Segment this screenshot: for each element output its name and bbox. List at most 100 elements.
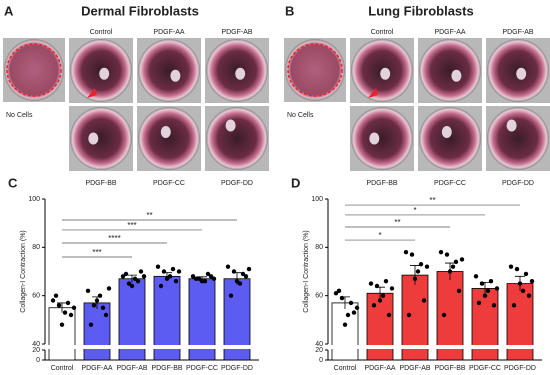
well-label: Control [371,29,394,36]
data-point [450,264,456,269]
panel-title: Lung Fibroblasts [368,3,473,18]
well-dish [138,107,200,170]
well-label: PDGF-DD [502,180,534,187]
data-point [208,274,214,279]
data-point [336,288,342,294]
data-point [482,293,488,298]
data-point [485,288,491,294]
data-point [138,269,144,274]
data-point [141,274,147,279]
axis-break [117,345,147,349]
panel-letter: D [291,175,300,190]
data-point [403,249,409,255]
well-dish [419,107,481,170]
data-point [91,303,97,308]
y-axis-label: Collagen-I Contraction (%) [20,230,27,312]
data-point [65,300,71,306]
y-tick-label: 100 [311,196,323,203]
data-point [520,288,526,294]
data-point [354,305,360,310]
y-tick-label: 60 [315,293,323,300]
outline-marker [6,43,62,97]
data-point [514,266,520,272]
data-point [205,271,211,277]
axis-break [222,345,252,349]
bar [83,302,111,361]
well-dish [4,39,64,101]
data-point [374,283,380,289]
data-point [526,293,532,298]
axis-break [187,345,217,349]
data-point [494,286,500,291]
data-point [56,303,62,308]
error-bar [57,302,67,313]
significance-label: ** [429,196,435,205]
x-tick-label: PDGF-CC [469,365,501,372]
data-point [59,322,65,327]
data-point [441,312,447,318]
significance-label: *** [92,248,101,257]
axis-break [435,345,465,349]
data-point [85,288,91,294]
well-dish [70,107,132,170]
gel-disc [369,132,380,145]
axis-break [330,345,360,349]
data-point [155,264,161,269]
y-tick-label: 40 [315,341,323,348]
x-tick-label: PDGF-AA [81,365,112,372]
data-point [368,281,374,286]
data-point [351,310,357,315]
data-point [409,252,415,257]
data-point [228,293,234,298]
data-point [345,312,351,318]
axis-break [400,345,430,349]
well-dish [351,107,413,170]
well-label: PDGF-AA [153,29,184,36]
x-tick-label: PDGF-DD [504,365,536,372]
data-point [120,274,126,279]
well-label: PDGF-CC [434,180,466,187]
well-label: PDGF-AA [434,29,465,36]
gel-disc [441,126,452,138]
data-point [199,278,205,284]
x-tick-label: Control [51,365,74,372]
data-point [135,278,141,284]
data-point [225,264,231,269]
arrow [87,88,97,98]
well-label: PDGF-DD [221,180,253,187]
x-tick-label: Control [334,365,357,372]
data-point [50,298,56,303]
y-tick-label: 40 [32,341,40,348]
data-point [158,283,164,289]
data-point [377,298,383,303]
data-point [88,322,94,327]
x-tick-label: PDGF-BB [434,365,465,372]
x-tick-label: PDGF-DD [221,365,253,372]
data-point [71,305,77,310]
y-tick-label: 60 [32,293,40,300]
data-point [424,264,430,269]
outline-marker [287,43,343,97]
data-point [348,300,354,306]
data-point [508,264,514,269]
gel-disc [516,67,527,80]
data-point [126,281,132,286]
data-point [246,266,252,272]
data-point [94,298,100,303]
data-point [164,276,170,281]
data-point [371,303,377,308]
no-cells-label: No Cells [6,112,33,119]
gel-disc [506,119,517,132]
data-point [418,262,424,267]
data-point [173,278,179,284]
data-point [453,259,459,265]
x-tick-label: PDGF-AB [116,365,147,372]
data-point [237,281,243,286]
data-point [523,271,529,277]
well-dish [285,39,345,101]
well-label: PDGF-AB [221,29,252,36]
data-point [193,276,199,281]
axis-break [365,345,395,349]
well-label: PDGF-BB [85,180,116,187]
x-tick-label: PDGF-AA [364,365,395,372]
